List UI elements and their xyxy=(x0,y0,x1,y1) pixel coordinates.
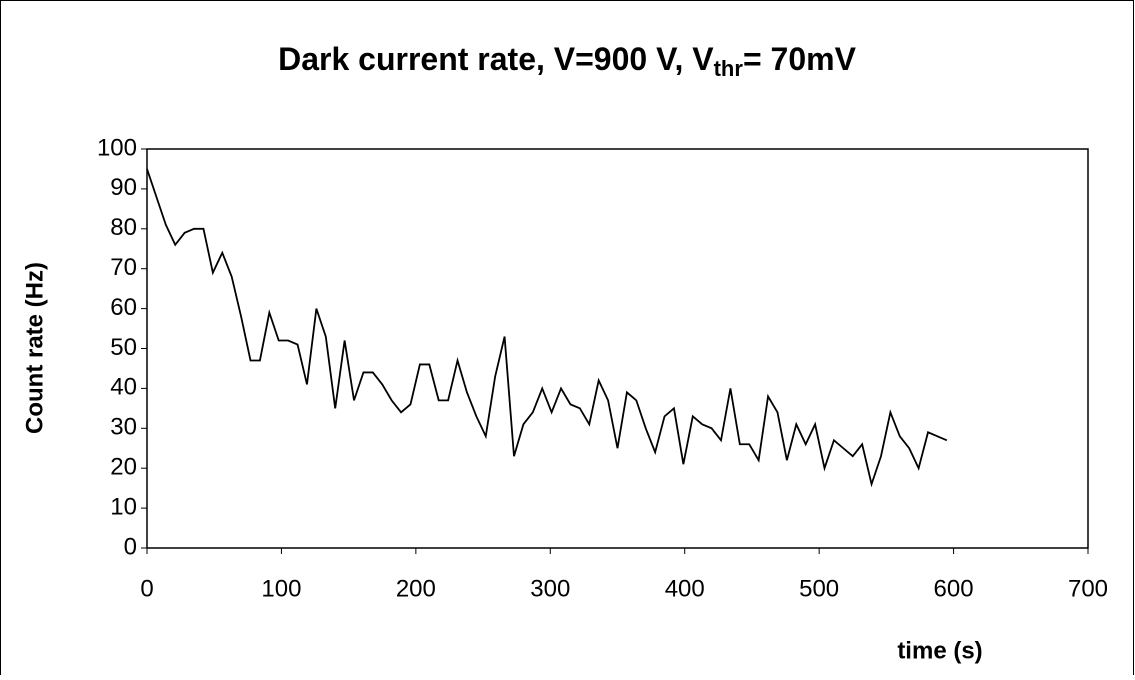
y-tick-label: 0 xyxy=(124,533,137,560)
y-tick-label: 90 xyxy=(110,174,137,201)
y-tick-label: 50 xyxy=(110,334,137,361)
y-tick-label: 80 xyxy=(110,214,137,241)
y-tick-label: 70 xyxy=(110,254,137,281)
title-sub: thr xyxy=(714,56,744,81)
title-main: Dark current rate, V=900 V, V xyxy=(278,41,714,77)
chart-title: Dark current rate, V=900 V, Vthr= 70mV xyxy=(278,41,856,80)
y-tick-label: 60 xyxy=(110,294,137,321)
x-tick-label: 600 xyxy=(934,575,974,602)
plot-area xyxy=(146,148,1089,549)
y-tick-label: 40 xyxy=(110,374,137,401)
y-tick-label: 10 xyxy=(110,493,137,520)
x-axis-label: time (s) xyxy=(897,637,982,664)
x-tick-label: 400 xyxy=(665,575,705,602)
y-tick-label: 30 xyxy=(110,414,137,441)
x-tick-label: 100 xyxy=(261,575,301,602)
y-axis-label: Count rate (Hz) xyxy=(21,262,48,434)
y-tick-label: 20 xyxy=(110,454,137,481)
x-tick-label: 300 xyxy=(530,575,570,602)
y-tick-label: 100 xyxy=(97,134,137,161)
x-tick-label: 500 xyxy=(799,575,839,602)
x-tick-label: 0 xyxy=(140,575,153,602)
x-tick-label: 700 xyxy=(1068,575,1108,602)
x-tick-label: 200 xyxy=(396,575,436,602)
data-line xyxy=(146,168,948,488)
title-end: = 70mV xyxy=(743,41,857,77)
